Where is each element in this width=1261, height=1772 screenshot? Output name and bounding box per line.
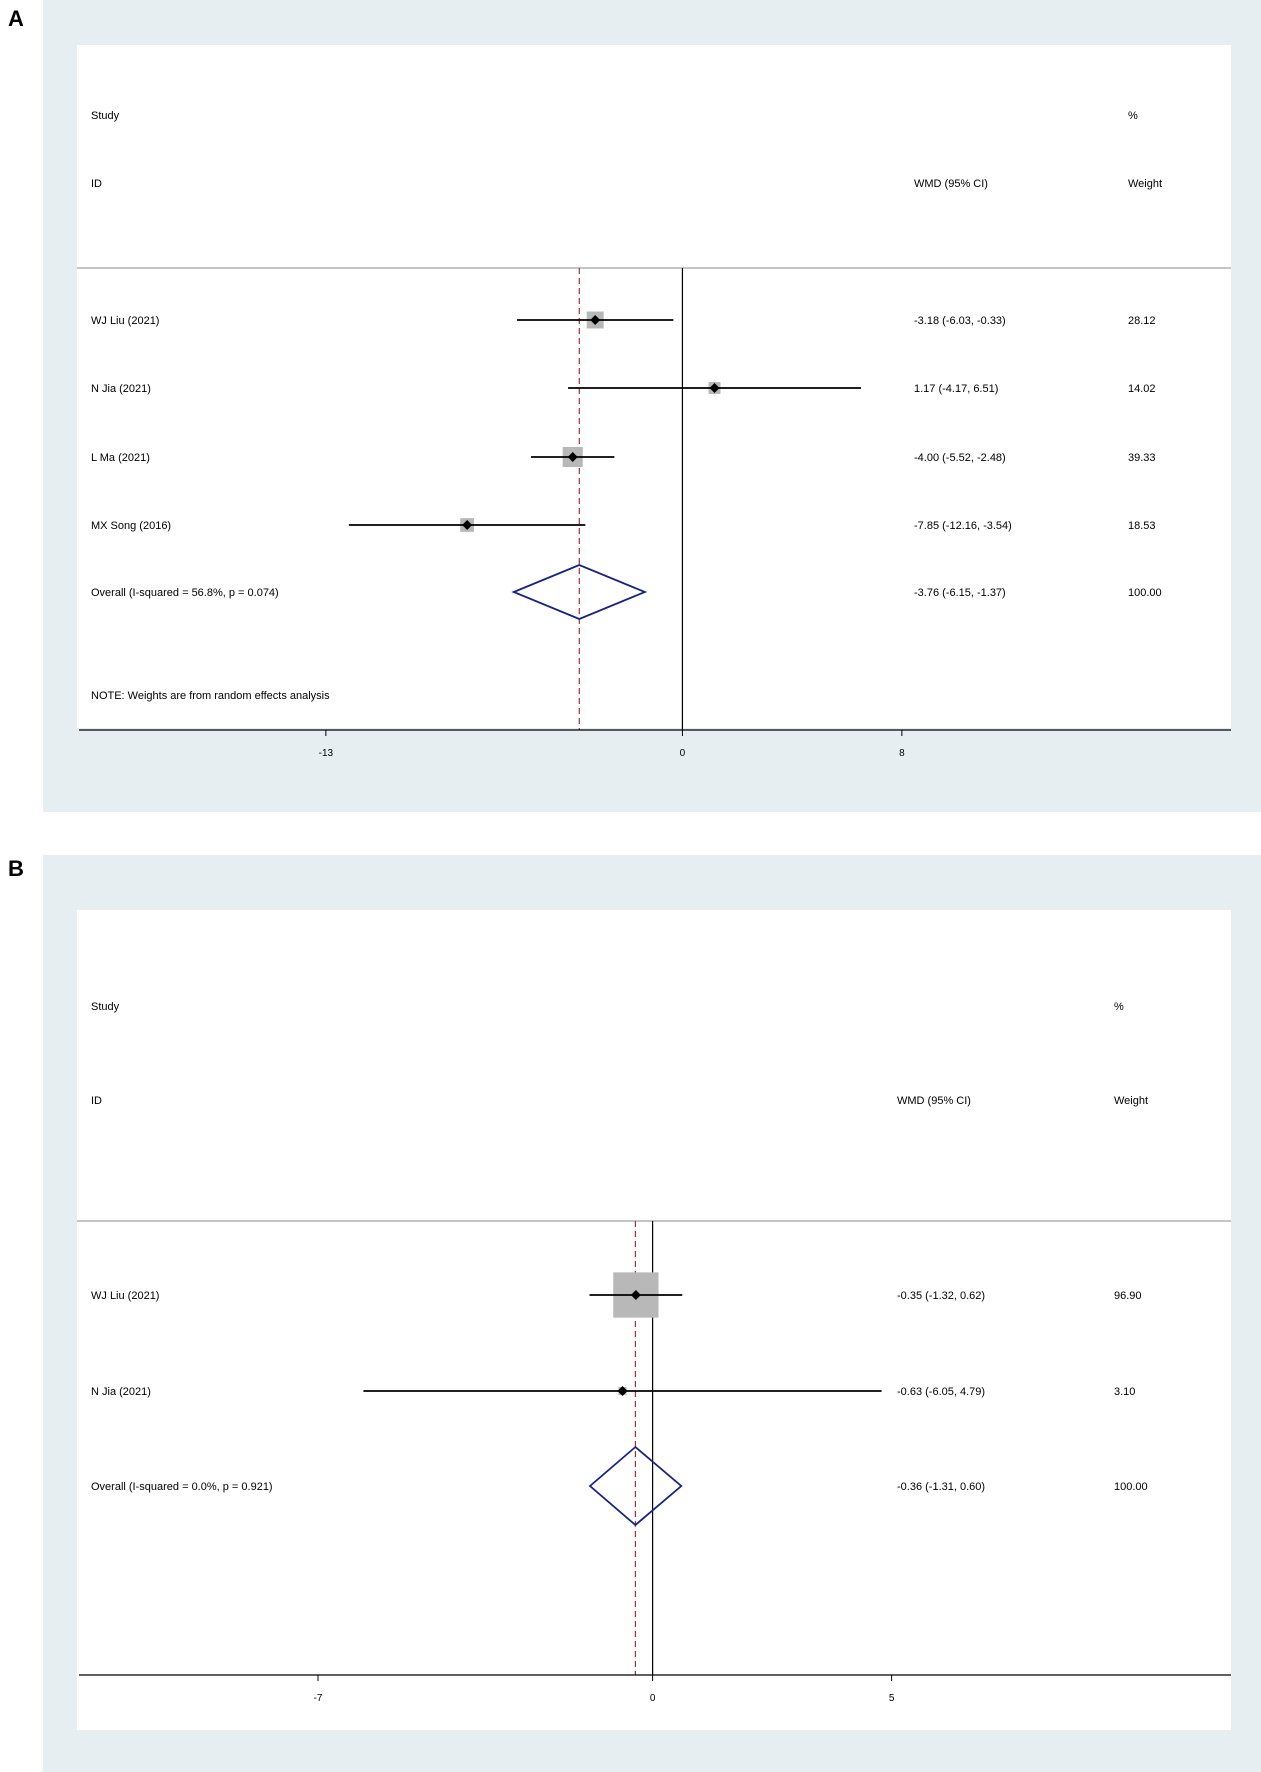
header-effect: WMD (95% CI) <box>914 178 988 190</box>
plot-area <box>77 45 1231 728</box>
point-estimate-marker <box>709 383 720 393</box>
study-ci-text: -7.85 (-12.16, -3.54) <box>914 520 1012 532</box>
study-weight-text: 3.10 <box>1114 1386 1135 1398</box>
header-effect: WMD (95% CI) <box>897 1095 971 1107</box>
header-id: ID <box>91 1095 102 1107</box>
overall-diamond <box>511 564 648 620</box>
x-tick-label: -13 <box>319 748 334 759</box>
overall-weight-text: 100.00 <box>1128 587 1162 599</box>
point-estimate-marker <box>567 452 578 462</box>
x-tick-label: 5 <box>889 1693 895 1704</box>
panel-a-label: A <box>8 6 24 31</box>
header-weight: Weight <box>1114 1095 1148 1107</box>
x-tick-label: 0 <box>650 1693 656 1704</box>
study-ci-text: -0.35 (-1.32, 0.62) <box>897 1290 985 1302</box>
x-tick-label: 0 <box>680 748 686 759</box>
x-tick-label: 8 <box>899 748 905 759</box>
study-label: WJ Liu (2021) <box>91 315 159 327</box>
study-ci-text: 1.17 (-4.17, 6.51) <box>914 383 998 395</box>
overall-ci-text: -0.36 (-1.31, 0.60) <box>897 1481 985 1493</box>
study-ci-text: -3.18 (-6.03, -0.33) <box>914 315 1006 327</box>
panel-b-label: B <box>8 856 24 881</box>
forest-plot-b: Study ID% WMD (95% CI) Weight WJ Liu (2021) -… <box>77 910 1231 1730</box>
overall-label: Overall (I-squared = 0.0%, p = 0.921) <box>91 1481 273 1493</box>
study-ci-text: -0.63 (-6.05, 4.79) <box>897 1386 985 1398</box>
header-id: ID <box>91 178 102 190</box>
study-label: N Jia (2021) <box>91 383 151 395</box>
overall-ci-text: -3.76 (-6.15, -1.37) <box>914 587 1006 599</box>
study-weight-text: 96.90 <box>1114 1290 1142 1302</box>
study-label: MX Song (2016) <box>91 520 171 532</box>
header-study: Study <box>91 110 120 122</box>
study-label: N Jia (2021) <box>91 1386 151 1398</box>
point-estimate-marker <box>590 315 601 325</box>
header-weight: Weight <box>1128 178 1162 190</box>
overall-diamond <box>588 1445 683 1527</box>
study-weight-text: 18.53 <box>1128 520 1156 532</box>
note-text: NOTE: Weights are from random effects an… <box>91 690 330 702</box>
study-weight-text: 39.33 <box>1128 452 1156 464</box>
study-weight-text: 28.12 <box>1128 315 1156 327</box>
forest-plot-a: Study ID% WMD (95% CI) Weight WJ Liu (2021) -… <box>77 45 1231 759</box>
header-study: Study <box>91 1001 120 1013</box>
overall-label: Overall (I-squared = 56.8%, p = 0.074) <box>91 587 279 599</box>
study-ci-text: -4.00 (-5.52, -2.48) <box>914 452 1006 464</box>
header-percent: % <box>1114 1001 1124 1013</box>
study-label: WJ Liu (2021) <box>91 1290 159 1302</box>
point-estimate-marker <box>462 520 473 530</box>
header-percent: % <box>1128 110 1138 122</box>
point-estimate-marker <box>617 1386 628 1396</box>
plot-area <box>77 910 1231 1730</box>
study-weight-text: 14.02 <box>1128 383 1156 395</box>
x-tick-label: -7 <box>314 1693 323 1704</box>
overall-weight-text: 100.00 <box>1114 1481 1148 1493</box>
study-label: L Ma (2021) <box>91 452 150 464</box>
point-estimate-marker <box>630 1290 641 1300</box>
